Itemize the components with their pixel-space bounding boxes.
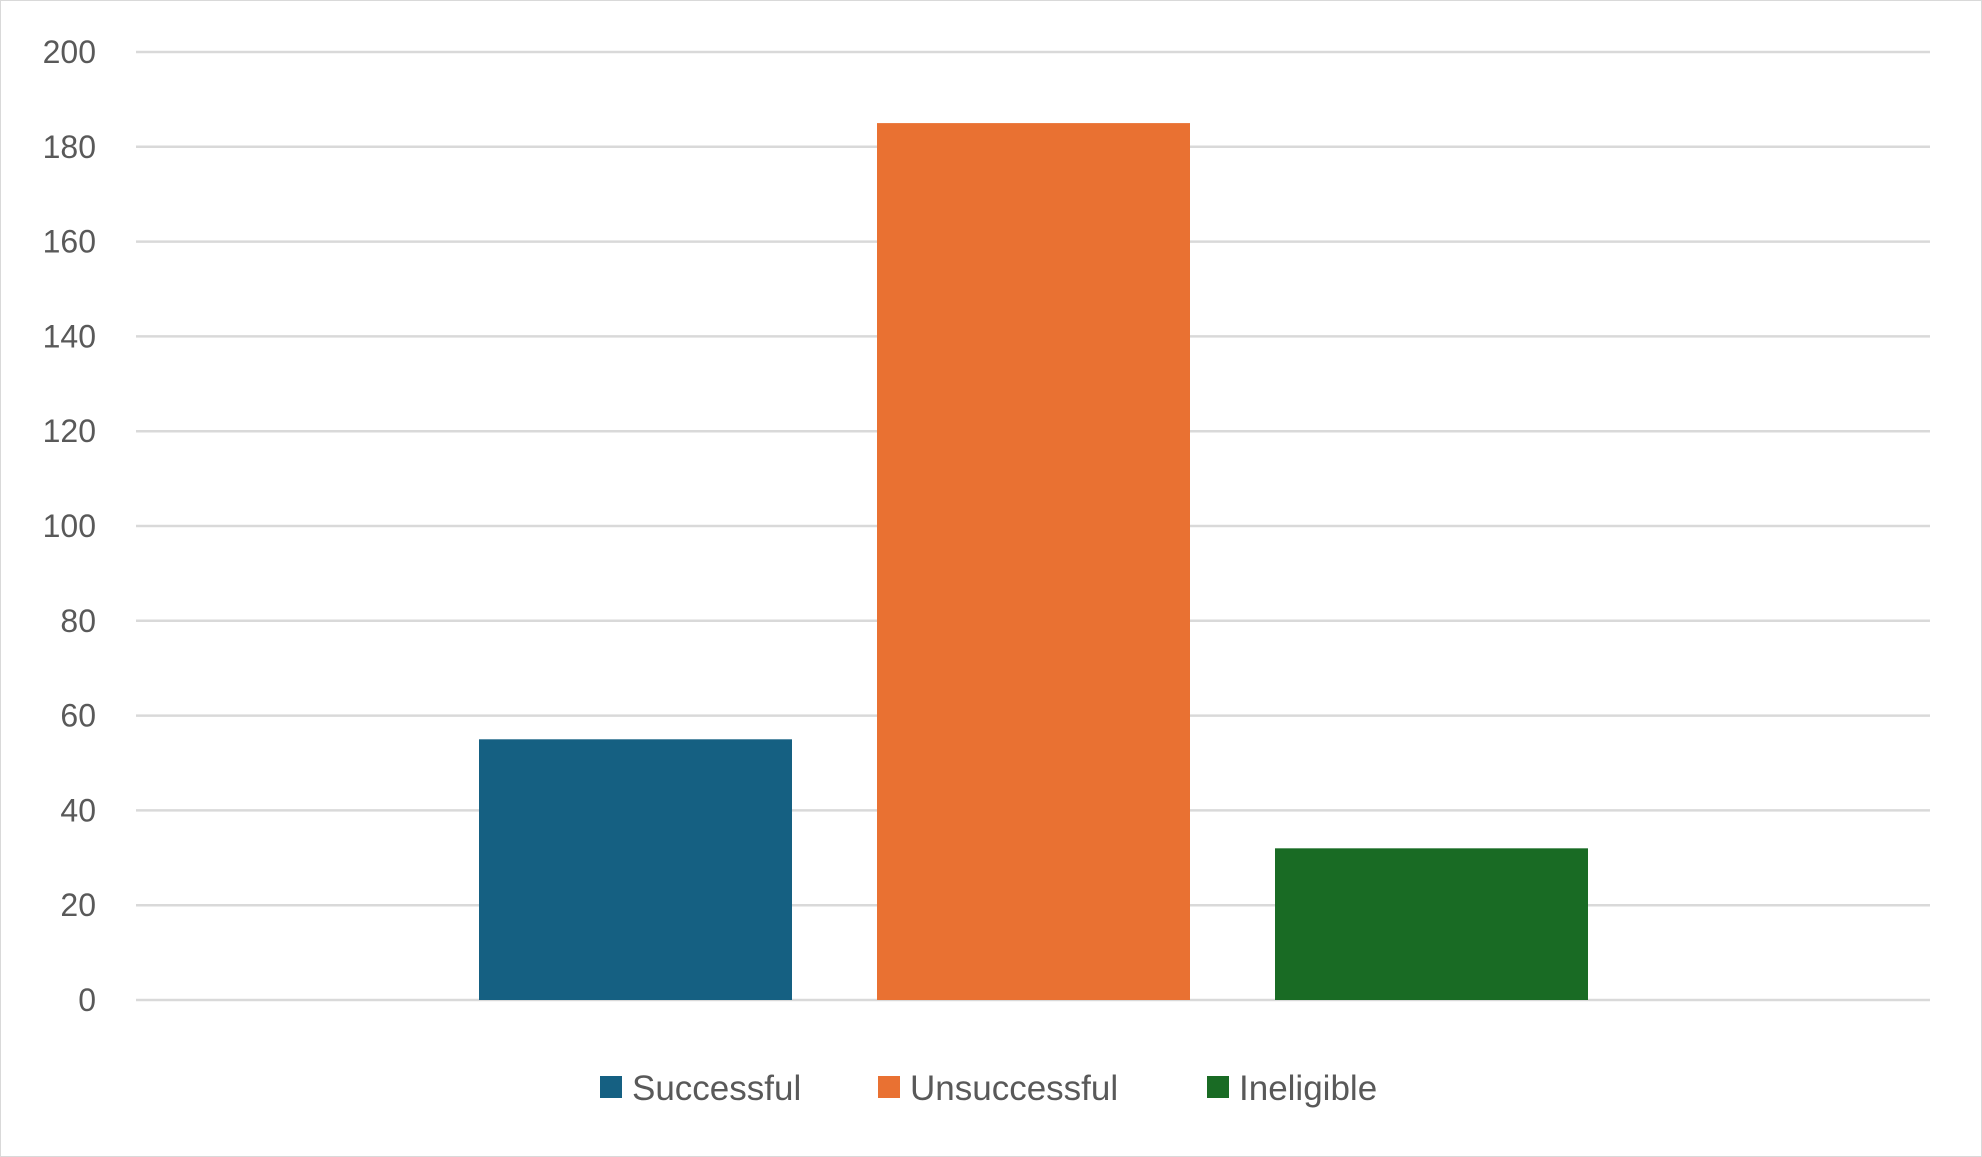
bar-successful	[479, 739, 792, 1000]
legend-label-ineligible: Ineligible	[1239, 1069, 1377, 1108]
legend-swatch-ineligible	[1207, 1076, 1229, 1098]
y-tick-label: 100	[43, 508, 96, 544]
y-tick-label: 20	[60, 887, 96, 923]
y-tick-label: 200	[43, 34, 96, 70]
legend-label-unsuccessful: Unsuccessful	[910, 1069, 1118, 1108]
bar-unsuccessful	[877, 123, 1190, 1001]
legend-swatch-unsuccessful	[878, 1076, 900, 1098]
y-tick-label: 180	[43, 129, 96, 165]
bar-ineligible	[1275, 848, 1588, 1000]
y-tick-label: 0	[78, 982, 96, 1018]
y-tick-label: 140	[43, 318, 96, 354]
legend: Successful Unsuccessful Ineligible	[600, 1069, 1377, 1108]
y-axis-tick-labels: 0 20 40 60 80 100 120 140 160 180 200	[43, 34, 96, 1018]
bars	[479, 123, 1588, 1001]
y-tick-label: 120	[43, 413, 96, 449]
legend-swatch-successful	[600, 1076, 622, 1098]
legend-label-successful: Successful	[632, 1069, 801, 1108]
y-tick-label: 160	[43, 224, 96, 260]
y-tick-label: 60	[60, 698, 96, 734]
y-tick-label: 80	[60, 603, 96, 639]
y-tick-label: 40	[60, 792, 96, 828]
